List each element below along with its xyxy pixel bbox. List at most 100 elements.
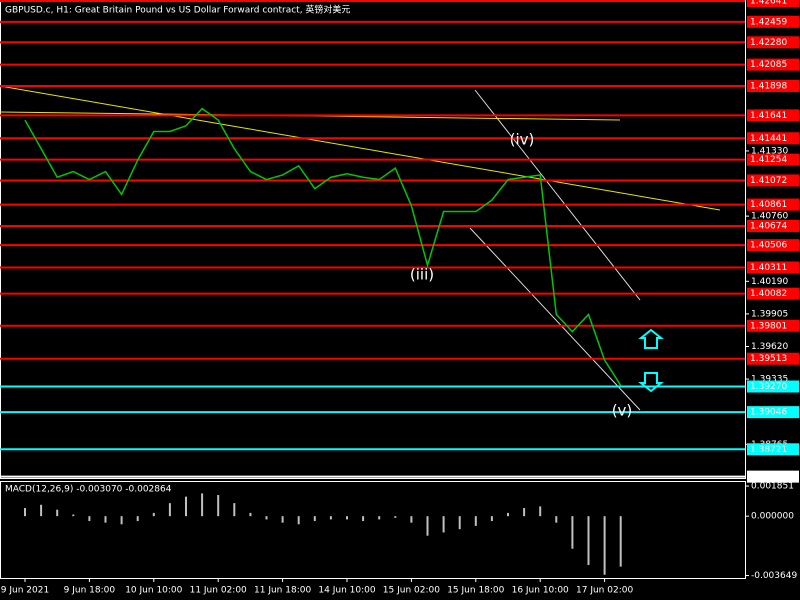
level-label: 1.41441 xyxy=(750,134,787,144)
channel-line xyxy=(469,227,641,411)
macd-bar xyxy=(40,504,43,517)
macd-title: MACD(12,26,9) -0.003070 -0.002864 xyxy=(5,485,172,495)
up-arrow xyxy=(638,328,664,349)
level-label-box xyxy=(747,36,799,49)
macd-bar xyxy=(72,514,75,517)
level-label-box xyxy=(747,470,799,483)
level-label-box xyxy=(747,239,799,252)
macd-bar xyxy=(571,516,574,549)
macd-bar xyxy=(394,516,397,518)
level-label-box xyxy=(747,319,799,332)
level-label-box xyxy=(747,132,799,145)
x-tick-label: 9 Jun 18:00 xyxy=(64,586,116,596)
level-label: 1.38482 xyxy=(750,472,787,482)
level-label: 1.42459 xyxy=(750,17,787,27)
level-label: 1.42641 xyxy=(750,0,787,7)
channel-line xyxy=(474,89,641,301)
level-label-box xyxy=(747,79,799,92)
x-tick-label: 11 Jun 18:00 xyxy=(254,586,311,596)
trend-line xyxy=(0,85,721,211)
y-tick-label: 1.39905 xyxy=(751,309,788,319)
macd-bar xyxy=(88,516,91,522)
y-tick-label: 0.000000 xyxy=(751,512,794,522)
level-label-box xyxy=(747,380,799,393)
macd-bar xyxy=(168,503,171,517)
macd-bar xyxy=(474,516,477,526)
x-tick-label: 15 Jun 18:00 xyxy=(447,586,504,596)
level-label: 1.42280 xyxy=(750,38,787,48)
level-label-box xyxy=(747,261,799,274)
macd-frame xyxy=(0,481,746,579)
level-label-box xyxy=(747,406,799,419)
level-label: 1.42085 xyxy=(750,60,787,70)
level-label: 1.39046 xyxy=(750,408,787,418)
macd-bar xyxy=(490,516,493,522)
price-line xyxy=(24,107,622,386)
macd-bar xyxy=(346,516,348,520)
macd-bar xyxy=(539,506,542,517)
y-tick-label: -0.003649 xyxy=(751,571,797,581)
macd-bar xyxy=(507,512,509,517)
macd-bar xyxy=(233,503,236,517)
level-label: 1.40861 xyxy=(750,200,787,210)
macd-bar xyxy=(378,516,381,520)
macd-bar xyxy=(185,496,187,517)
level-label-box xyxy=(747,287,799,300)
wave-label: (iv) xyxy=(510,131,535,149)
y-tick-label: 1.39335 xyxy=(751,375,788,385)
macd-bar xyxy=(217,495,220,517)
x-tick-label: 14 Jun 10:00 xyxy=(318,586,375,596)
macd-bar xyxy=(587,516,590,565)
level-label-box xyxy=(747,174,799,187)
level-label-box xyxy=(747,15,799,28)
level-label-box xyxy=(747,109,799,122)
chart-title: GBPUSD.c, H1: Great Britain Pound vs US … xyxy=(5,4,350,16)
y-tick-label: 1.40760 xyxy=(751,212,788,222)
level-label: 1.39270 xyxy=(750,382,787,392)
level-label: 1.40311 xyxy=(750,263,787,273)
macd-bar xyxy=(555,516,558,523)
level-label-box xyxy=(747,153,799,166)
macd-bar xyxy=(329,516,332,520)
level-label: 1.38721 xyxy=(750,445,787,455)
macd-bar xyxy=(458,516,461,530)
macd-bar xyxy=(442,516,445,533)
macd-bar xyxy=(619,516,622,567)
macd-bar xyxy=(426,516,429,536)
x-tick-label: 16 Jun 10:00 xyxy=(512,586,569,596)
x-tick-label: 17 Jun 02:00 xyxy=(576,586,633,596)
x-tick-label: 10 Jun 10:00 xyxy=(125,586,182,596)
level-label: 1.41072 xyxy=(750,176,787,186)
macd-bar xyxy=(281,516,284,523)
macd-bar xyxy=(603,516,606,575)
level-label: 1.39801 xyxy=(750,321,787,331)
macd-bar xyxy=(410,516,413,523)
level-label: 1.41641 xyxy=(750,111,787,121)
level-label-box xyxy=(747,219,799,232)
macd-bar xyxy=(523,508,526,517)
x-tick-label: 15 Jun 02:00 xyxy=(383,586,440,596)
y-tick-label: 1.39620 xyxy=(751,342,788,352)
level-label-box xyxy=(747,0,799,8)
level-label: 1.41254 xyxy=(750,155,787,165)
macd-bar xyxy=(265,516,268,520)
y-tick-label: 0.001851 xyxy=(751,482,794,492)
wave-label: (v) xyxy=(612,402,633,420)
x-tick-label: 9 Jun 2021 xyxy=(1,586,49,596)
wave-label: (iii) xyxy=(410,266,434,284)
macd-bar xyxy=(24,508,26,517)
level-label: 1.40506 xyxy=(750,241,787,251)
macd-bar xyxy=(201,493,204,517)
level-label: 1.41898 xyxy=(750,81,787,91)
y-tick-label: 1.41330 xyxy=(751,146,788,156)
macd-bar xyxy=(56,509,59,517)
macd-bar xyxy=(136,516,139,522)
level-label-box xyxy=(747,443,799,456)
macd-bar xyxy=(120,516,123,525)
macd-bar xyxy=(249,512,252,517)
level-label-box xyxy=(747,58,799,71)
macd-bar xyxy=(362,516,365,522)
level-label: 1.39513 xyxy=(750,354,787,364)
